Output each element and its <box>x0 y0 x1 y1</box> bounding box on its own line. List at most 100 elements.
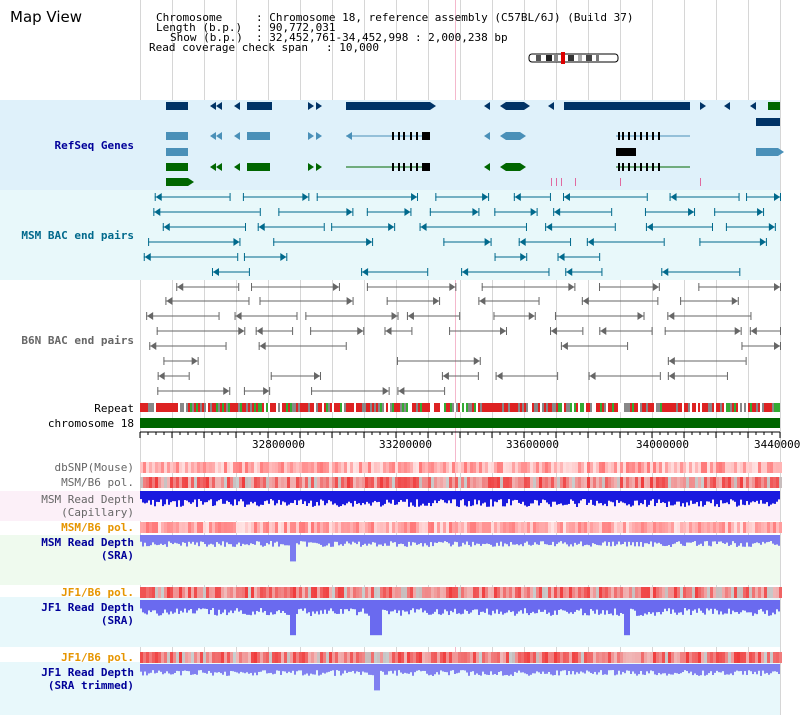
depth-bar <box>640 535 642 542</box>
depth-bar <box>284 535 286 546</box>
polymorphism-cell <box>515 522 518 533</box>
bac-arrow <box>391 312 398 320</box>
depth-bar <box>688 491 690 506</box>
bac-end <box>694 208 696 216</box>
depth-bar <box>426 664 428 674</box>
depth-bar <box>668 664 670 674</box>
polymorphism-cell <box>608 652 611 663</box>
bac-end <box>410 208 412 216</box>
repeat-segment <box>228 403 230 412</box>
polymorphism-cell <box>392 522 395 533</box>
depth-bar <box>740 491 742 500</box>
repeat-label: Repeat <box>94 402 134 415</box>
polymorphism-cell <box>365 652 368 663</box>
depth-bar <box>744 600 746 611</box>
chromosome-ideogram[interactable] <box>528 52 620 64</box>
depth-bar <box>746 600 748 613</box>
depth-bar <box>506 664 508 675</box>
depth-bar <box>214 664 216 673</box>
depth-bar <box>276 664 278 671</box>
depth-bar <box>648 535 650 545</box>
depth-bar <box>404 491 406 502</box>
depth-bar <box>280 535 282 545</box>
depth-bar <box>602 664 604 675</box>
gene-block <box>768 102 780 110</box>
depth-bar <box>390 664 392 671</box>
depth-bar <box>196 600 198 611</box>
polymorphism-cell <box>761 462 764 473</box>
exon <box>403 132 405 140</box>
strand-arrow <box>308 163 314 171</box>
polymorphism-cell <box>731 652 734 663</box>
polymorphism-cell <box>359 477 362 488</box>
depth-bar <box>608 491 610 501</box>
repeat-segment <box>196 403 198 412</box>
strand-arrow <box>548 102 554 110</box>
depth-bar <box>452 600 454 613</box>
depth-bar <box>358 664 360 672</box>
polymorphism-cell <box>704 477 707 488</box>
polymorphism-cell <box>524 477 527 488</box>
depth-bar <box>264 535 266 546</box>
repeat-segment <box>484 403 486 412</box>
depth-bar <box>736 491 738 507</box>
repeat-segment <box>206 403 208 412</box>
polymorphism-cell <box>146 477 149 488</box>
polymorphism-cell <box>734 477 737 488</box>
repeat-segment <box>492 403 494 412</box>
polymorphism-cell <box>293 462 296 473</box>
depth-bar <box>246 535 248 545</box>
polymorphism-cell <box>545 477 548 488</box>
depth-bar <box>364 600 366 614</box>
depth-bar <box>446 664 448 673</box>
bac-end <box>479 357 481 365</box>
repeat-segment <box>476 403 478 412</box>
bac-end <box>316 193 318 201</box>
polymorphism-cell <box>752 587 755 598</box>
depth-bar <box>628 664 630 671</box>
polymorphism-cell <box>749 587 752 598</box>
depth-bar <box>626 600 628 636</box>
polymorphism-cell <box>170 652 173 663</box>
repeat-segment <box>562 403 564 412</box>
polymorphism-cell <box>587 477 590 488</box>
depth-bar <box>192 535 194 542</box>
polymorphism-cell <box>488 477 491 488</box>
exon <box>624 148 626 156</box>
polymorphism-cell <box>734 462 737 473</box>
depth-bar <box>642 491 644 505</box>
depth-bar <box>510 491 512 506</box>
polymorphism-cell <box>758 587 761 598</box>
repeat-segment <box>406 403 408 412</box>
b6n-bac-label[interactable]: B6N BAC end pairs <box>21 334 134 347</box>
bac-arrow <box>263 387 270 395</box>
depth-bar <box>176 664 178 671</box>
repeat-segment <box>656 403 658 412</box>
depth-bar <box>552 664 554 676</box>
polymorphism-cell <box>428 522 431 533</box>
refseq-label[interactable]: RefSeq Genes <box>54 139 134 152</box>
depth-bar <box>300 491 302 500</box>
depth-bar <box>314 664 316 675</box>
strand-arrow <box>234 102 240 110</box>
polymorphism-cell <box>482 587 485 598</box>
depth-bar <box>744 535 746 547</box>
polymorphism-cell <box>263 652 266 663</box>
bac-end <box>441 372 443 380</box>
depth-bar <box>144 491 146 504</box>
depth-bar <box>468 600 470 614</box>
polymorphism-cell <box>464 477 467 488</box>
polymorphism-cell <box>287 522 290 533</box>
polymorphism-cell <box>143 652 146 663</box>
polymorphism-cell <box>527 587 530 598</box>
polymorphism-cell <box>248 477 251 488</box>
msm-bac-label[interactable]: MSM BAC end pairs <box>21 229 134 242</box>
polymorphism-cell <box>488 522 491 533</box>
depth-bar <box>204 664 206 673</box>
polymorphism-cell <box>419 652 422 663</box>
polymorphism-cell <box>746 477 749 488</box>
polymorphism-cell <box>281 477 284 488</box>
polymorphism-cell <box>479 652 482 663</box>
bac-arrow <box>564 193 571 201</box>
